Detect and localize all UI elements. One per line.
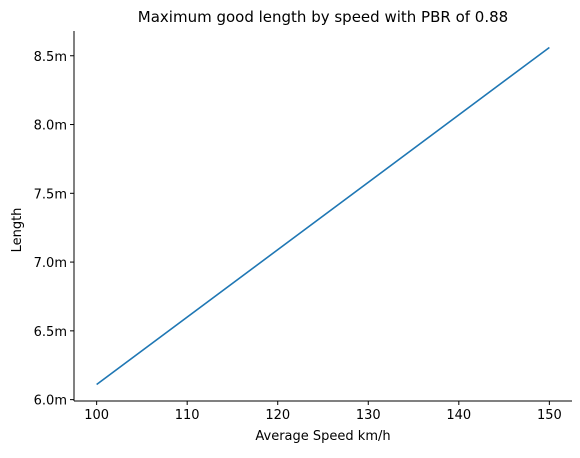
y-axis-label: Length: [10, 208, 25, 253]
x-tick-label: 130: [356, 408, 381, 423]
y-tick-label: 6.0m: [34, 394, 67, 409]
y-tick-label: 8.5m: [34, 50, 67, 65]
x-axis-label: Average Speed km/h: [255, 429, 390, 444]
y-tick-label: 7.5m: [34, 187, 67, 202]
x-tick-label: 100: [84, 408, 109, 423]
chart-title: Maximum good length by speed with PBR of…: [138, 8, 508, 26]
plot-area: 100 110 120 130 140 150 6.0m 6.5m 7.0m 7.5m 8.0m 8.…: [34, 31, 572, 423]
x-tick-label: 150: [537, 408, 562, 423]
x-tick-label: 140: [446, 408, 471, 423]
series-line: [96, 46, 550, 386]
y-tick-label: 8.0m: [34, 119, 67, 134]
x-tick-label: 110: [175, 408, 200, 423]
y-tick-label: 7.0m: [34, 256, 67, 271]
y-tick-label: 6.5m: [34, 325, 67, 340]
x-tick-label: 120: [265, 408, 290, 423]
